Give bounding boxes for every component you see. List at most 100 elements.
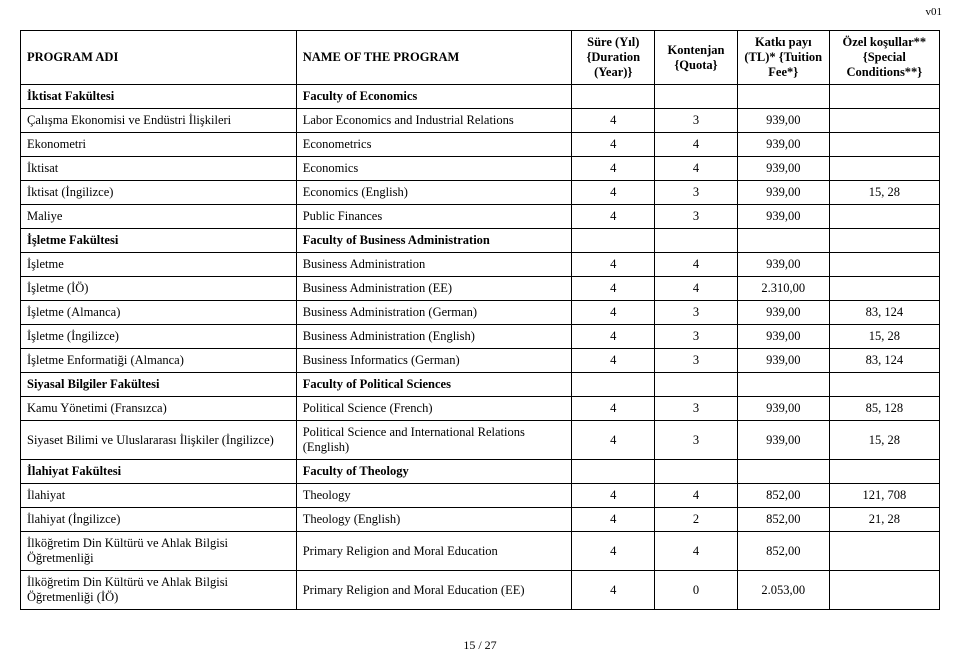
table-cell: 4 <box>572 301 655 325</box>
table-cell: Theology (English) <box>296 508 572 532</box>
table-row: Siyaset Bilimi ve Uluslararası İlişkiler… <box>21 421 940 460</box>
table-cell: Economics <box>296 157 572 181</box>
table-cell: 83, 124 <box>829 349 939 373</box>
table-cell: İlahiyat <box>21 484 297 508</box>
header-duration: Süre (Yıl) {Duration (Year)} <box>572 31 655 85</box>
table-header-row: PROGRAM ADI NAME OF THE PROGRAM Süre (Yı… <box>21 31 940 85</box>
table-cell: İşletme Enformatiği (Almanca) <box>21 349 297 373</box>
table-cell: İktisat (İngilizce) <box>21 181 297 205</box>
table-row: İktisat FakültesiFaculty of Economics <box>21 85 940 109</box>
table-cell: 3 <box>655 181 738 205</box>
table-cell <box>829 373 939 397</box>
table-cell: 121, 708 <box>829 484 939 508</box>
table-row: İşletmeBusiness Administration44939,00 <box>21 253 940 277</box>
table-row: Siyasal Bilgiler FakültesiFaculty of Pol… <box>21 373 940 397</box>
table-cell: 0 <box>655 571 738 610</box>
table-cell: 4 <box>572 157 655 181</box>
table-cell: 3 <box>655 205 738 229</box>
table-cell: Faculty of Economics <box>296 85 572 109</box>
table-cell: Faculty of Theology <box>296 460 572 484</box>
table-cell: Econometrics <box>296 133 572 157</box>
table-cell: 3 <box>655 301 738 325</box>
table-cell <box>572 373 655 397</box>
table-row: İşletme FakültesiFaculty of Business Adm… <box>21 229 940 253</box>
table-cell: 4 <box>655 253 738 277</box>
table-cell <box>829 205 939 229</box>
table-cell: 15, 28 <box>829 421 939 460</box>
table-cell: İşletme (İÖ) <box>21 277 297 301</box>
table-cell: Business Administration <box>296 253 572 277</box>
table-cell <box>737 373 829 397</box>
table-cell: İşletme Fakültesi <box>21 229 297 253</box>
table-cell: 3 <box>655 421 738 460</box>
table-cell: 2.053,00 <box>737 571 829 610</box>
table-row: MaliyePublic Finances43939,00 <box>21 205 940 229</box>
table-cell <box>829 157 939 181</box>
table-cell: 4 <box>572 421 655 460</box>
table-cell: 4 <box>572 133 655 157</box>
table-cell: 4 <box>572 181 655 205</box>
header-special-conditions: Özel koşullar** {Special Conditions**} <box>829 31 939 85</box>
table-cell: 4 <box>655 277 738 301</box>
table-cell: Primary Religion and Moral Education <box>296 532 572 571</box>
table-row: İktisat (İngilizce)Economics (English)43… <box>21 181 940 205</box>
table-cell: 15, 28 <box>829 325 939 349</box>
header-quota: Kontenjan {Quota} <box>655 31 738 85</box>
table-cell: Siyaset Bilimi ve Uluslararası İlişkiler… <box>21 421 297 460</box>
table-cell <box>829 571 939 610</box>
table-cell: 4 <box>655 484 738 508</box>
table-cell <box>655 85 738 109</box>
table-cell: Public Finances <box>296 205 572 229</box>
table-cell: 4 <box>572 571 655 610</box>
table-cell: Primary Religion and Moral Education (EE… <box>296 571 572 610</box>
table-cell: 939,00 <box>737 109 829 133</box>
table-cell <box>829 253 939 277</box>
table-cell: 939,00 <box>737 349 829 373</box>
table-row: Çalışma Ekonomisi ve Endüstri İlişkileri… <box>21 109 940 133</box>
table-cell: 2 <box>655 508 738 532</box>
table-cell: 4 <box>572 397 655 421</box>
table-cell <box>655 373 738 397</box>
table-cell: 4 <box>655 133 738 157</box>
table-cell: 939,00 <box>737 157 829 181</box>
table-cell: Political Science and International Rela… <box>296 421 572 460</box>
table-row: İşletme Enformatiği (Almanca)Business In… <box>21 349 940 373</box>
program-table: PROGRAM ADI NAME OF THE PROGRAM Süre (Yı… <box>20 30 940 610</box>
table-cell: Kamu Yönetimi (Fransızca) <box>21 397 297 421</box>
table-cell <box>655 229 738 253</box>
table-cell: Faculty of Business Administration <box>296 229 572 253</box>
table-cell <box>829 109 939 133</box>
table-cell: 4 <box>572 325 655 349</box>
table-body: İktisat FakültesiFaculty of EconomicsÇal… <box>21 85 940 610</box>
table-cell: Faculty of Political Sciences <box>296 373 572 397</box>
table-cell: 3 <box>655 325 738 349</box>
table-cell: 939,00 <box>737 181 829 205</box>
table-cell: İşletme (İngilizce) <box>21 325 297 349</box>
table-cell: 83, 124 <box>829 301 939 325</box>
table-cell <box>829 460 939 484</box>
table-row: İktisatEconomics44939,00 <box>21 157 940 181</box>
table-cell: 4 <box>572 532 655 571</box>
table-row: İlköğretim Din Kültürü ve Ahlak Bilgisi … <box>21 571 940 610</box>
table-cell: İlahiyat (İngilizce) <box>21 508 297 532</box>
header-tuition-fee: Katkı payı (TL)* {Tuition Fee*} <box>737 31 829 85</box>
table-cell: İlköğretim Din Kültürü ve Ahlak Bilgisi … <box>21 532 297 571</box>
table-cell: 852,00 <box>737 508 829 532</box>
table-cell: 4 <box>572 205 655 229</box>
table-cell: 4 <box>572 508 655 532</box>
table-cell: 4 <box>655 157 738 181</box>
table-cell: 939,00 <box>737 421 829 460</box>
table-cell: 3 <box>655 349 738 373</box>
table-cell: 4 <box>572 109 655 133</box>
table-cell <box>829 229 939 253</box>
table-cell <box>572 229 655 253</box>
table-cell: 3 <box>655 397 738 421</box>
table-cell <box>737 85 829 109</box>
table-cell: 4 <box>572 253 655 277</box>
table-row: İşletme (İngilizce)Business Administrati… <box>21 325 940 349</box>
table-cell: İktisat Fakültesi <box>21 85 297 109</box>
table-cell: Siyasal Bilgiler Fakültesi <box>21 373 297 397</box>
table-cell: Business Administration (EE) <box>296 277 572 301</box>
table-cell: 939,00 <box>737 253 829 277</box>
table-row: İlahiyatTheology44852,00121, 708 <box>21 484 940 508</box>
